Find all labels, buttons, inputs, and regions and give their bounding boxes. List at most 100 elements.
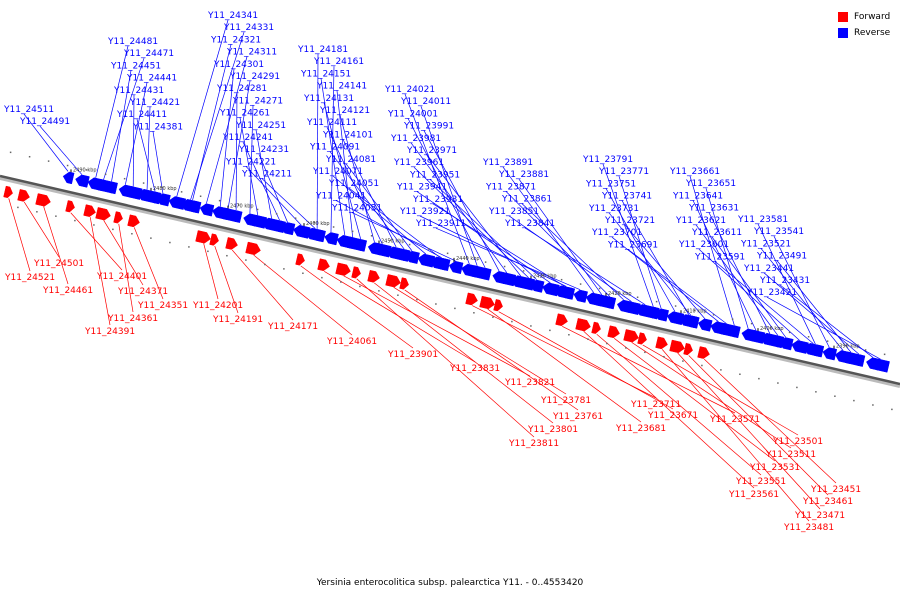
reverse-leader-line — [136, 119, 156, 192]
forward-leader-line — [613, 338, 776, 462]
reverse-leader-line — [258, 154, 288, 223]
reverse-leader-line — [773, 236, 830, 348]
reverse-gene-label: Y11_23911 — [415, 219, 466, 229]
reverse-leader-line — [521, 203, 624, 301]
reverse-gene-arrow — [697, 318, 713, 332]
lower-tick-dot — [568, 333, 570, 336]
upper-tick-dot — [769, 327, 772, 329]
reverse-gene-label: Y11_23431 — [759, 276, 810, 286]
reverse-gene-label: Y11_23491 — [756, 252, 807, 262]
reverse-gene-label: Y11_24491 — [19, 117, 70, 127]
forward-gene-arrow — [335, 262, 351, 276]
forward-gene-label: Y11_23681 — [615, 424, 666, 434]
forward-leader-line — [631, 342, 792, 449]
forward-gene-arrow — [225, 237, 238, 250]
forward-gene-arrow — [317, 258, 330, 272]
reverse-gene-arrow — [529, 279, 545, 293]
lower-tick-dot — [207, 250, 209, 253]
forward-gene-arrow — [17, 189, 30, 202]
reverse-gene-arrow — [187, 200, 199, 213]
reverse-leader-line — [426, 154, 522, 277]
forward-leader-line — [677, 352, 821, 510]
lower-tick-dot — [663, 355, 665, 358]
reverse-leader-line — [410, 142, 508, 273]
reverse-gene-label: Y11_24071 — [312, 167, 363, 177]
lower-tick-dot — [188, 246, 190, 248]
upper-tick-dot — [674, 305, 677, 307]
lower-tick-dot — [36, 211, 38, 213]
upper-tick-dot — [389, 239, 392, 241]
forward-gene-label: Y11_23571 — [709, 415, 760, 425]
upper-tick-dot — [332, 226, 335, 228]
reverse-gene-arrow — [872, 358, 890, 373]
forward-leader-line — [118, 223, 134, 313]
forward-gene-arrow — [697, 346, 710, 359]
reverse-gene-label: Y11_24141 — [316, 82, 367, 92]
reverse-leader-line — [423, 130, 500, 272]
reverse-leader-line — [698, 248, 800, 341]
forward-gene-arrow — [575, 318, 591, 332]
legend-reverse: Reverse — [838, 25, 890, 41]
backbone-shadow — [0, 176, 900, 388]
forward-gene-arrow — [669, 339, 685, 354]
forward-gene-label: Y11_24171 — [267, 322, 318, 332]
lower-tick-dot — [473, 312, 475, 314]
upper-tick-dot — [788, 331, 791, 334]
reverse-gene-label: Y11_24381 — [132, 122, 183, 132]
kbp-label: 2400 kbp — [760, 326, 784, 332]
forward-swatch — [838, 12, 848, 22]
reverse-gene-label: Y11_24281 — [216, 84, 267, 94]
reverse-leader-line — [708, 212, 771, 334]
reverse-leader-line — [176, 19, 229, 197]
forward-leader-line — [404, 289, 579, 411]
upper-tick-dot — [598, 287, 601, 290]
kbp-label: 2410 kbp — [683, 308, 707, 314]
legend-forward: Forward — [838, 9, 890, 25]
forward-gene-label: Y11_23761 — [552, 412, 603, 422]
reverse-gene-label: Y11_24021 — [384, 85, 435, 95]
reverse-leader-line — [255, 129, 272, 219]
reverse-gene-label: Y11_24481 — [107, 37, 158, 47]
lower-tick-dot — [359, 285, 361, 288]
upper-tick-dot — [503, 265, 506, 268]
reverse-gene-arrow — [561, 286, 573, 300]
reverse-gene-arrow — [822, 347, 838, 361]
reverse-gene-label: Y11_24041 — [315, 191, 366, 201]
lower-tick-dot — [815, 391, 817, 393]
reverse-gene-label: Y11_24031 — [331, 204, 382, 214]
upper-tick-dot — [617, 292, 620, 294]
lower-tick-dot — [283, 268, 285, 270]
reverse-gene-label: Y11_24321 — [210, 35, 261, 45]
lower-tick-dot — [416, 298, 418, 301]
reverse-gene-label: Y11_23971 — [406, 146, 457, 156]
upper-tick-dot — [845, 344, 848, 347]
lower-tick-dot — [435, 303, 437, 305]
reverse-gene-arrow — [436, 258, 449, 271]
kbp-label: 2460 kbp — [306, 221, 330, 227]
reverse-leader-line — [524, 227, 646, 306]
forward-gene-label: Y11_23781 — [540, 396, 591, 406]
forward-leader-line — [562, 325, 736, 414]
upper-tick-dot — [28, 155, 31, 158]
reverse-leader-line — [245, 166, 302, 226]
reverse-leader-line — [235, 93, 238, 211]
reverse-gene-label: Y11_23841 — [504, 219, 555, 229]
lower-tick-dot — [321, 276, 323, 279]
upper-tick-dot — [313, 221, 316, 224]
lower-tick-dot — [511, 320, 513, 323]
lower-tick-dot — [891, 408, 893, 411]
forward-leader-line — [642, 344, 799, 436]
lower-tick-dot — [625, 347, 627, 349]
reverse-gene-label: Y11_24311 — [226, 48, 277, 58]
forward-gene-label: Y11_23511 — [765, 450, 816, 460]
forward-gene-arrow — [195, 230, 211, 244]
forward-gene-label: Y11_23461 — [802, 497, 853, 507]
reverse-gene-label: Y11_23951 — [409, 170, 460, 180]
gene-labels: Y11_24511 Y11_24491 Y11_24481 Y11_24471 Y11_… — [3, 11, 861, 533]
forward-leader-line — [43, 206, 69, 285]
reverse-gene-label: Y11_23521 — [740, 239, 791, 249]
forward-leader-line — [133, 227, 164, 300]
upper-tick-dot — [864, 349, 867, 351]
reverse-gene-label: Y11_23741 — [601, 192, 652, 202]
upper-tick-dot — [807, 336, 810, 338]
